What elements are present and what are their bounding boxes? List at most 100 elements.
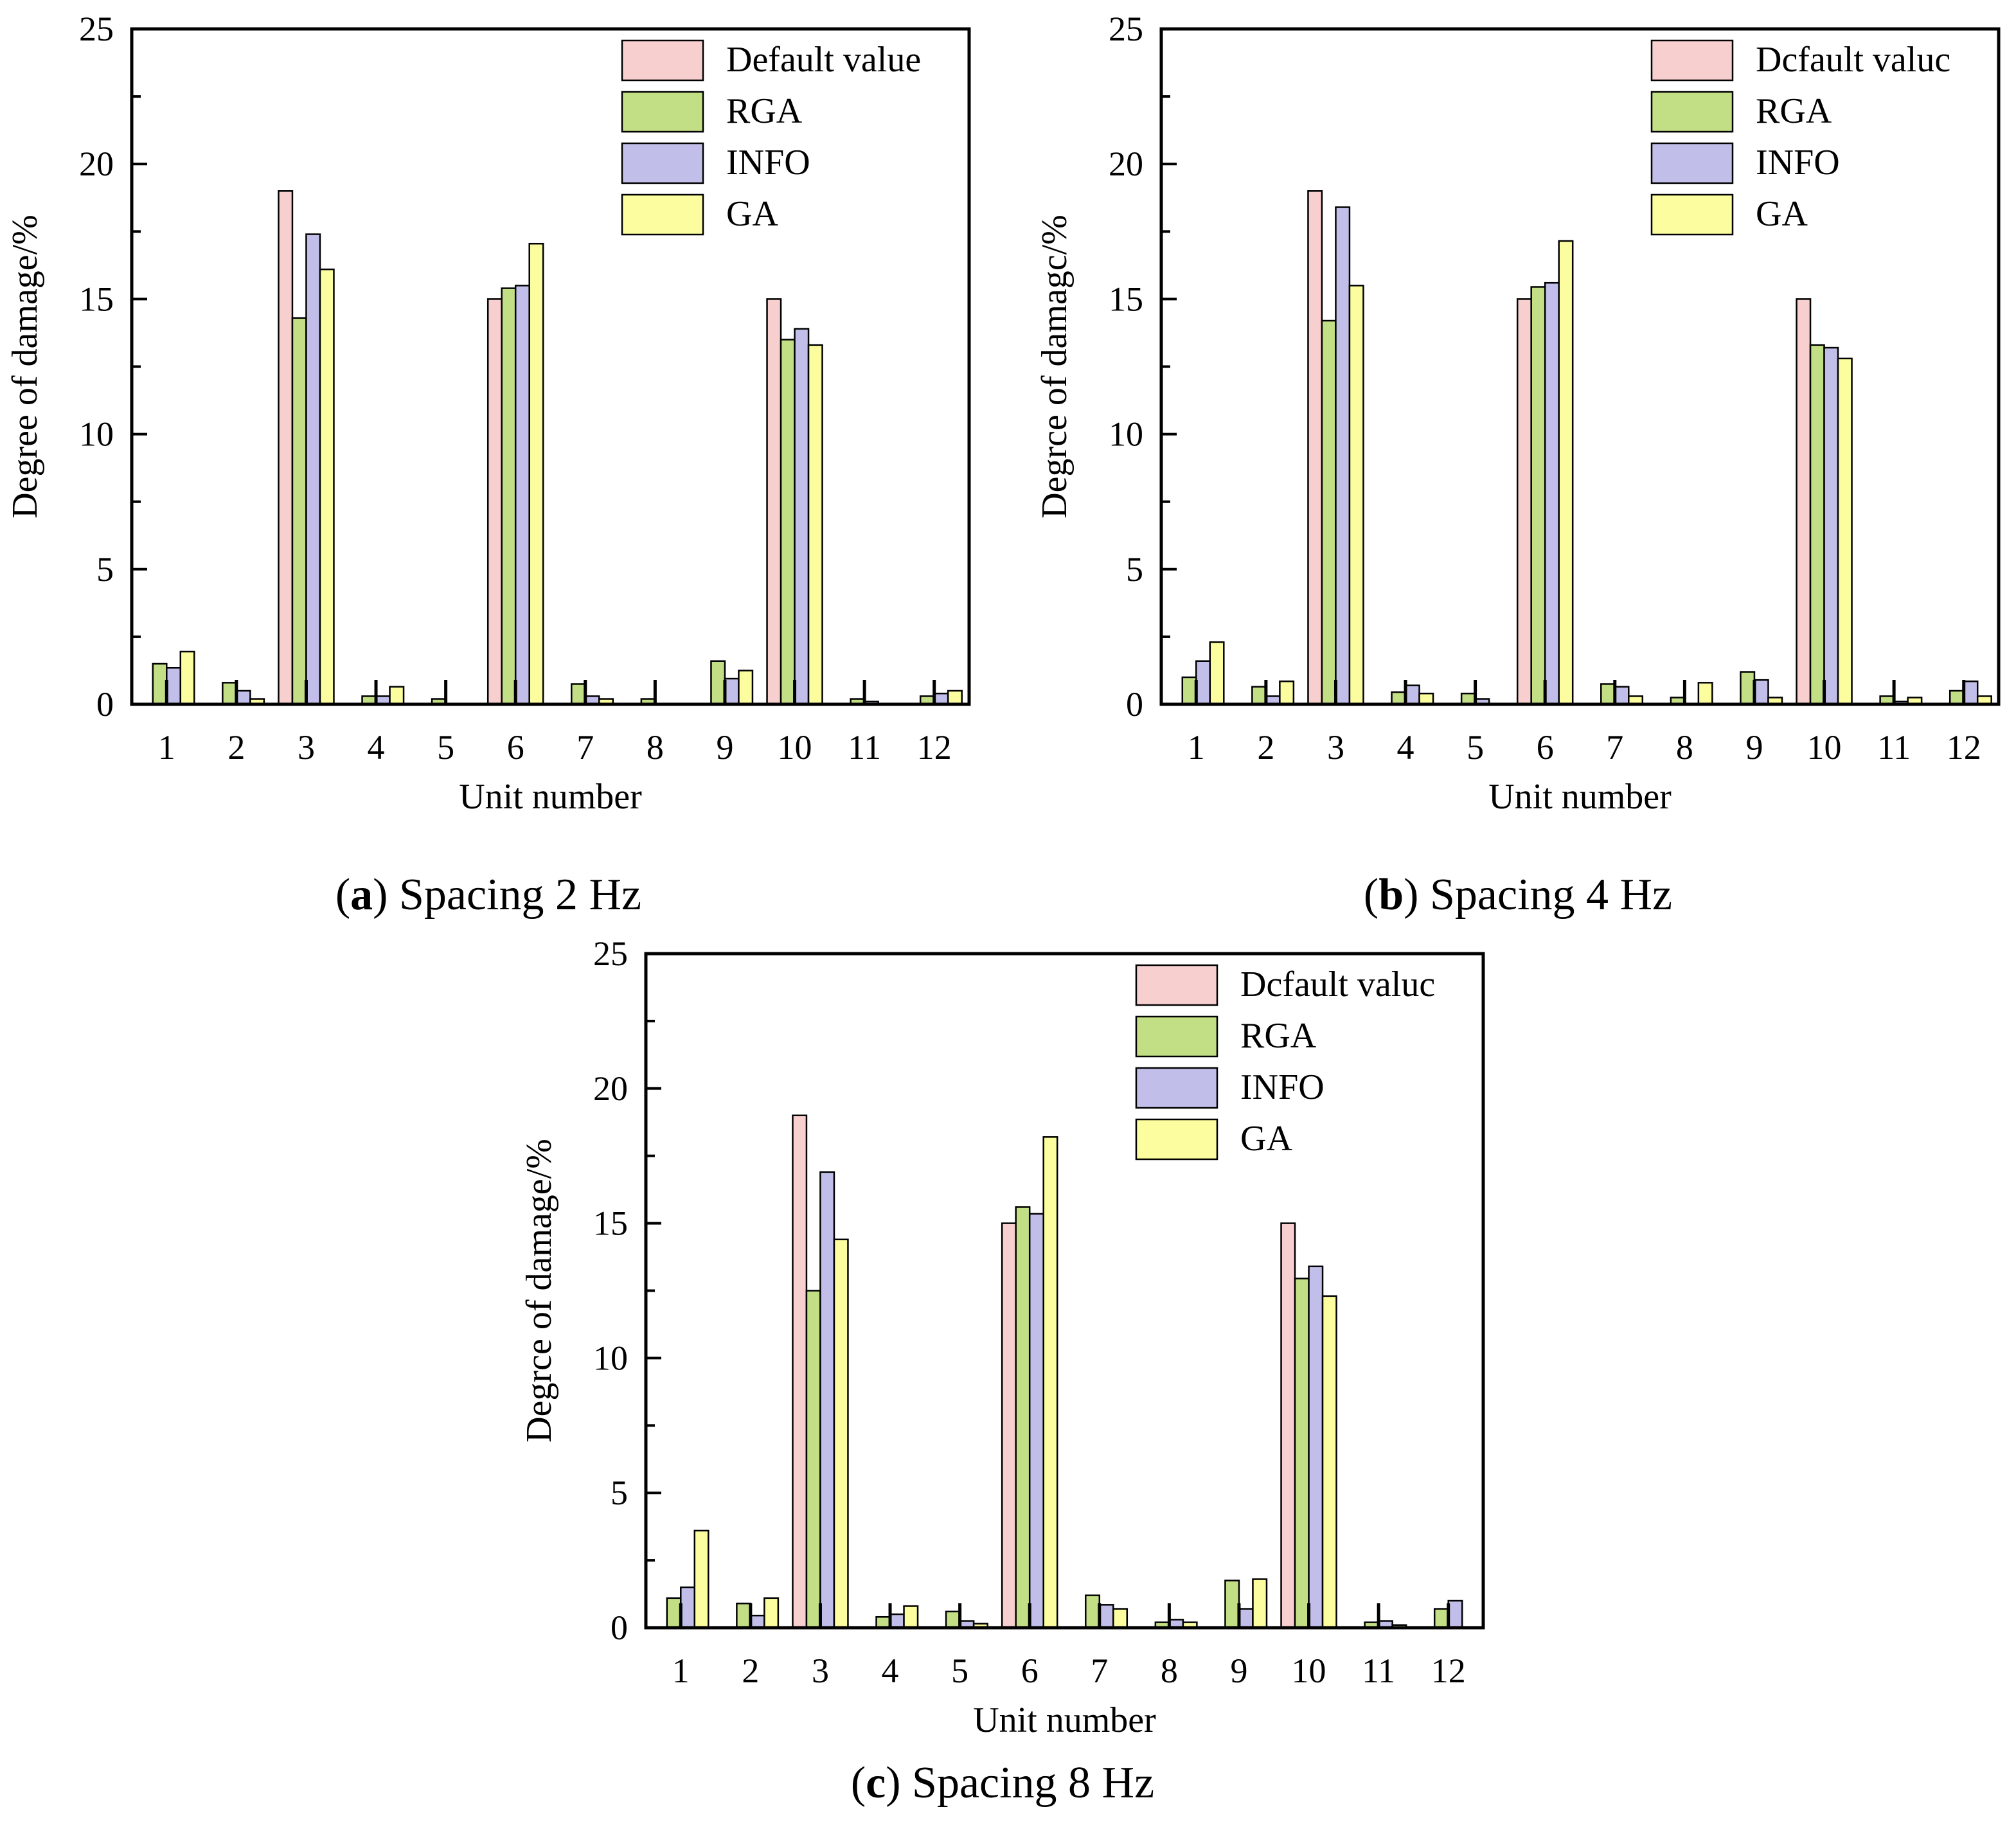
y-tick-label-10: 10 <box>79 415 114 454</box>
x-tick-label-2: 2 <box>1257 728 1274 767</box>
y-tick-label-0: 0 <box>611 1608 628 1647</box>
bar-info-unit-2 <box>235 690 251 706</box>
bar-info-unit-10 <box>1308 1265 1324 1629</box>
legend-label-0: Dcfault valuc <box>1756 40 1950 80</box>
bar-info-unit-12 <box>1963 681 1979 706</box>
x-tick-label-12: 12 <box>1431 1651 1466 1690</box>
x-tick-label-10: 10 <box>778 728 812 767</box>
y-tick-label-0: 0 <box>1126 685 1143 724</box>
y-axis-label: Degrce of damage/% <box>519 1139 559 1443</box>
bar-ga-unit-9 <box>738 670 754 706</box>
x-tick-label-6: 6 <box>1537 728 1554 767</box>
legend-label-1: RGA <box>726 91 803 131</box>
bar-info-unit-3 <box>819 1171 835 1629</box>
bar-info-unit-1 <box>680 1586 696 1629</box>
bar-info-unit-9 <box>1238 1608 1254 1629</box>
bar-info-unit-1 <box>166 666 182 706</box>
bar-rga-unit-2 <box>222 682 238 706</box>
x-tick-label-2: 2 <box>227 728 245 767</box>
bar-rga-unit-5 <box>945 1610 961 1629</box>
bar-rga-unit-12 <box>1433 1608 1449 1629</box>
x-tick-label-9: 9 <box>1230 1651 1247 1690</box>
y-axis-label: Degree of damage/% <box>5 215 45 519</box>
bar-ga-unit-12 <box>947 690 963 706</box>
bar-ga-unit-4 <box>903 1605 919 1629</box>
legend-swatch-0 <box>1135 964 1218 1006</box>
panel-caption: (b) Spacing 4 Hz <box>1364 870 1672 920</box>
caption-letter: c <box>866 1758 886 1808</box>
bar-info-unit-6 <box>1028 1213 1044 1629</box>
bar-ga-unit-3 <box>1348 285 1364 706</box>
bar-info-unit-9 <box>1753 679 1769 706</box>
x-tick-label-3: 3 <box>1327 728 1344 767</box>
legend-swatch-1 <box>1650 91 1734 133</box>
bar-default-value-unit-10 <box>766 298 782 706</box>
caption-text: Spacing 4 Hz <box>1430 870 1672 920</box>
bar-rga-unit-2 <box>1251 686 1267 706</box>
y-tick-label-20: 20 <box>593 1069 628 1108</box>
x-tick-label-11: 11 <box>1362 1651 1395 1690</box>
bar-ga-unit-3 <box>319 268 335 706</box>
x-tick-label-2: 2 <box>742 1651 759 1690</box>
bar-default-value-unit-6 <box>1001 1222 1017 1629</box>
bar-rga-unit-5 <box>1460 692 1476 706</box>
caption-text: Spacing 2 Hz <box>399 870 641 920</box>
legend-label-0: Dcfault valuc <box>1240 965 1435 1004</box>
bar-rga-unit-6 <box>1530 286 1546 706</box>
bar-rga-unit-3 <box>291 317 307 706</box>
x-tick-label-11: 11 <box>1877 728 1911 767</box>
x-tick-label-10: 10 <box>1807 728 1842 767</box>
legend-swatch-0 <box>1650 39 1734 82</box>
panel-caption: (a) Spacing 2 Hz <box>335 870 641 920</box>
bar-rga-unit-9 <box>1740 671 1756 706</box>
x-axis-label: Unit number <box>973 1700 1156 1740</box>
bar-ga-unit-1 <box>1209 641 1225 706</box>
bar-rga-unit-4 <box>875 1616 891 1629</box>
bar-info-unit-12 <box>1447 1599 1463 1629</box>
caption-close-paren: ) <box>373 870 399 920</box>
bar-rga-unit-6 <box>1015 1206 1031 1629</box>
bar-info-unit-3 <box>1335 206 1351 706</box>
panel-caption: (c) Spacing 8 Hz <box>851 1758 1154 1808</box>
y-tick-label-20: 20 <box>1109 145 1143 183</box>
y-tick-label-15: 15 <box>79 280 114 318</box>
bar-default-value-unit-10 <box>1796 298 1812 706</box>
legend-label-3: GA <box>726 194 778 234</box>
caption-open-paren: ( <box>335 870 350 920</box>
bar-ga-unit-10 <box>1321 1295 1337 1629</box>
caption-open-paren: ( <box>851 1758 866 1808</box>
y-tick-label-25: 25 <box>593 934 628 973</box>
legend-swatch-2 <box>621 142 704 184</box>
legend-swatch-1 <box>621 91 704 133</box>
legend-label-0: Default value <box>726 40 921 80</box>
x-tick-label-7: 7 <box>576 728 594 767</box>
bar-rga-unit-3 <box>1321 319 1337 706</box>
legend-label-2: INFO <box>1240 1067 1325 1107</box>
bar-ga-unit-1 <box>693 1529 709 1629</box>
legend-swatch-2 <box>1135 1067 1218 1109</box>
bar-rga-unit-7 <box>571 683 587 706</box>
bar-default-value-unit-3 <box>1307 190 1323 706</box>
bar-info-unit-7 <box>1098 1604 1114 1629</box>
caption-text: Spacing 8 Hz <box>912 1758 1154 1808</box>
y-tick-label-5: 5 <box>1126 550 1143 589</box>
x-tick-label-1: 1 <box>1188 728 1205 767</box>
y-tick-label-15: 15 <box>1109 280 1143 318</box>
legend-label-1: RGA <box>1240 1016 1317 1056</box>
x-axis-label: Unit number <box>1488 777 1672 817</box>
x-tick-label-3: 3 <box>298 728 315 767</box>
x-tick-label-8: 8 <box>1676 728 1693 767</box>
x-tick-label-7: 7 <box>1606 728 1623 767</box>
bar-ga-unit-6 <box>1042 1136 1058 1629</box>
bar-info-unit-2 <box>749 1614 765 1629</box>
x-tick-label-7: 7 <box>1091 1651 1108 1690</box>
bar-rga-unit-6 <box>501 287 517 706</box>
y-tick-label-25: 25 <box>79 10 114 48</box>
x-tick-label-5: 5 <box>951 1651 968 1690</box>
x-tick-label-1: 1 <box>158 728 175 767</box>
bar-ga-unit-7 <box>1112 1608 1128 1629</box>
x-tick-label-1: 1 <box>672 1651 690 1690</box>
bar-ga-unit-1 <box>179 650 195 706</box>
bar-info-unit-12 <box>933 692 949 706</box>
